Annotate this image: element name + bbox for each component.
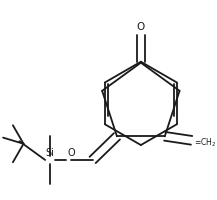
Text: Si: Si [46, 147, 54, 157]
Text: =CH$_2$: =CH$_2$ [194, 135, 216, 148]
Text: O: O [67, 147, 75, 157]
Text: O: O [137, 22, 145, 32]
